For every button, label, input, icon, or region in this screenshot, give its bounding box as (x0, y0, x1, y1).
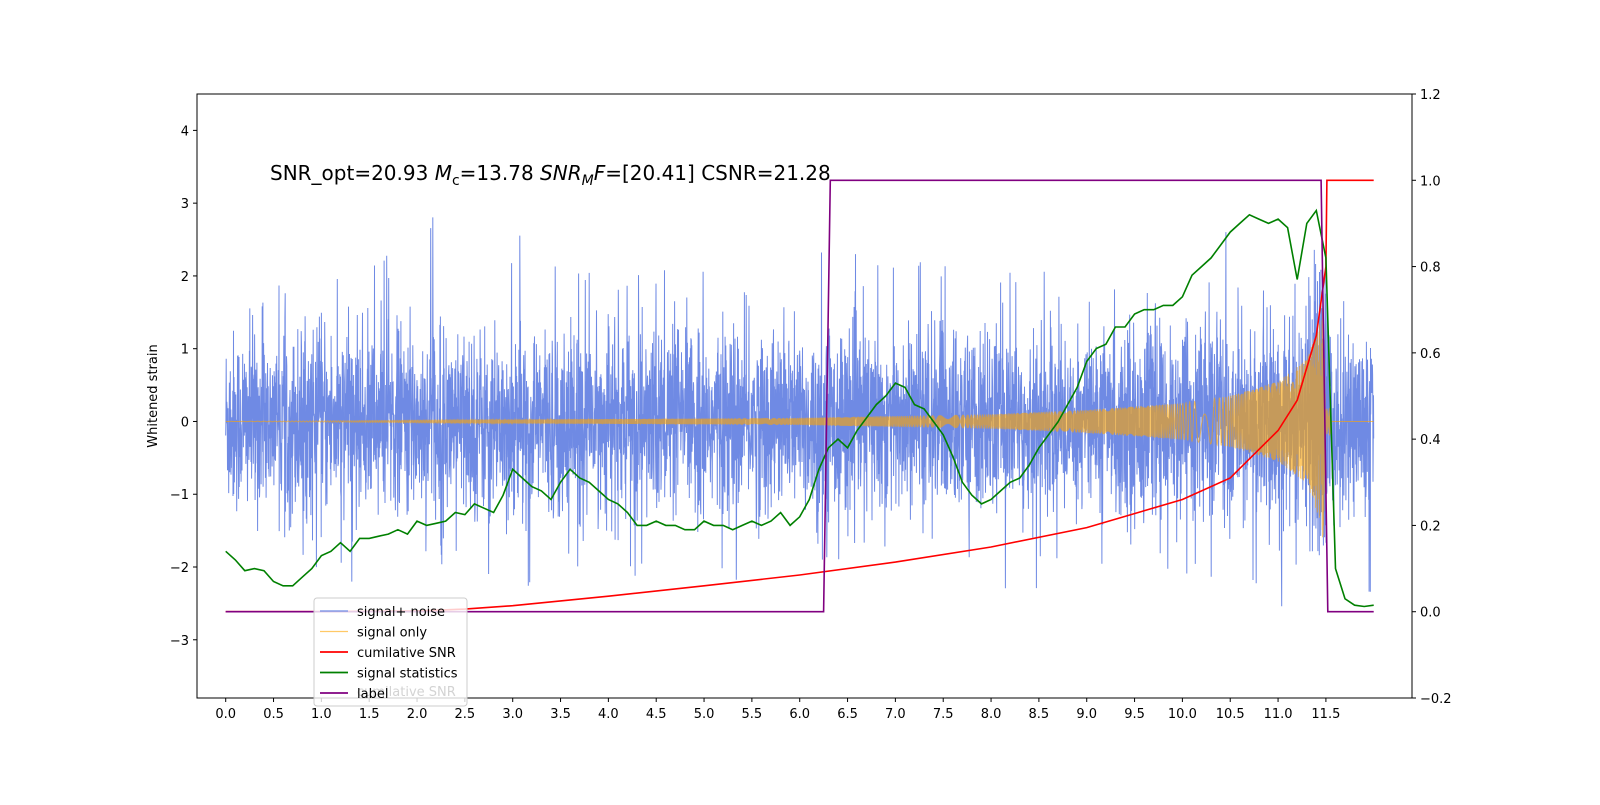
x-tick-label: 10.5 (1216, 707, 1245, 722)
series-signal-noise-line (225, 217, 1375, 607)
y-right-tick-label: 0.2 (1420, 519, 1441, 534)
series-signal-statistics-line (225, 208, 1374, 608)
x-tick-label: 9.0 (1076, 707, 1097, 722)
x-tick-label: 11.0 (1264, 707, 1293, 722)
y-right-tick-label: 0.8 (1420, 261, 1441, 276)
title-snr-symbol: SNR (540, 161, 582, 185)
series-layer (225, 179, 1375, 613)
x-tick-label: 9.5 (1124, 707, 1145, 722)
x-tick-label: 5.0 (694, 707, 715, 722)
x-tick-label: 1.5 (359, 707, 380, 722)
title-snr-f: F (594, 161, 606, 185)
y-right-tick-label: 1.0 (1420, 174, 1441, 189)
legend-label: signal statistics (357, 667, 458, 682)
title-mc-value: =13.78 (460, 161, 540, 185)
legend-box (313, 597, 468, 707)
y-right-tick-label: −0.2 (1420, 692, 1452, 707)
y-axis-label: Whitened strain (146, 344, 161, 447)
title-snr-value: =[20.41] CSNR=21.28 (605, 161, 831, 185)
x-tick-label: 3.5 (550, 707, 571, 722)
legend-label: signal+ noise (357, 605, 445, 620)
legend-label: label (357, 687, 388, 702)
y-left-tick-label: −1 (170, 488, 189, 503)
legend-label: signal only (357, 626, 427, 641)
legend-label: cumilative SNR (357, 646, 456, 661)
y-right-tick-label: 0.4 (1420, 433, 1441, 448)
y-right-tick-label: 0.0 (1420, 606, 1441, 621)
y-left-tick-label: 2 (181, 270, 189, 285)
legend-ghost-text: cumilative SNR (357, 685, 456, 700)
y-left-tick-label: −3 (170, 634, 189, 649)
x-tick-label: 3.0 (502, 707, 523, 722)
x-tick-label: 4.0 (598, 707, 619, 722)
x-tick-label: 2.0 (407, 707, 428, 722)
x-tick-label: 0.0 (215, 707, 236, 722)
x-tick-label: 0.5 (263, 707, 284, 722)
chart-title: SNR_opt=20.93 Mc=13.78 SNRMF=[20.41] CSN… (270, 161, 831, 189)
x-tick-label: 7.0 (885, 707, 906, 722)
series-label-line (225, 179, 1374, 613)
y-axis-left: −3 −2 −1 0 1 2 3 4 (170, 124, 197, 649)
title-mc-sub: c (452, 173, 460, 189)
y-right-tick-label: 1.2 (1420, 88, 1441, 103)
x-tick-label: 11.5 (1311, 707, 1340, 722)
x-tick-label: 5.5 (742, 707, 763, 722)
x-tick-label: 6.5 (837, 707, 858, 722)
y-axis-right: −0.2 0.0 0.2 0.4 0.6 0.8 1.0 1.2 (1412, 88, 1452, 707)
x-tick-label: 6.0 (789, 707, 810, 722)
x-tick-label: 8.0 (981, 707, 1002, 722)
title-snr-sub: M (582, 173, 594, 189)
x-tick-label: 1.0 (311, 707, 332, 722)
x-tick-label: 8.5 (1029, 707, 1050, 722)
x-tick-label: 4.5 (646, 707, 667, 722)
y-left-tick-label: 4 (181, 124, 189, 139)
x-axis: 0.0 0.5 1.0 1.5 2.0 2.5 3.0 3.5 4.0 4.5 5.0 5.5 6.0 6… (215, 698, 1340, 722)
y-left-tick-label: 3 (181, 197, 189, 212)
plot-frame (196, 93, 1413, 699)
title-prefix: SNR_opt=20.93 (270, 161, 435, 185)
x-tick-label: 10.0 (1168, 707, 1197, 722)
legend: cumilative SNR signal+ noise signal only cu… (313, 597, 468, 707)
title-mc-symbol: M (435, 161, 452, 185)
x-tick-label: 2.5 (455, 707, 476, 722)
x-tick-label: 7.5 (933, 707, 954, 722)
series-signal-only-line (225, 305, 1374, 538)
y-right-tick-label: 0.6 (1420, 347, 1441, 362)
y-left-tick-label: 0 (181, 415, 189, 430)
y-left-tick-label: 1 (181, 343, 189, 358)
y-left-tick-label: −2 (170, 561, 189, 576)
